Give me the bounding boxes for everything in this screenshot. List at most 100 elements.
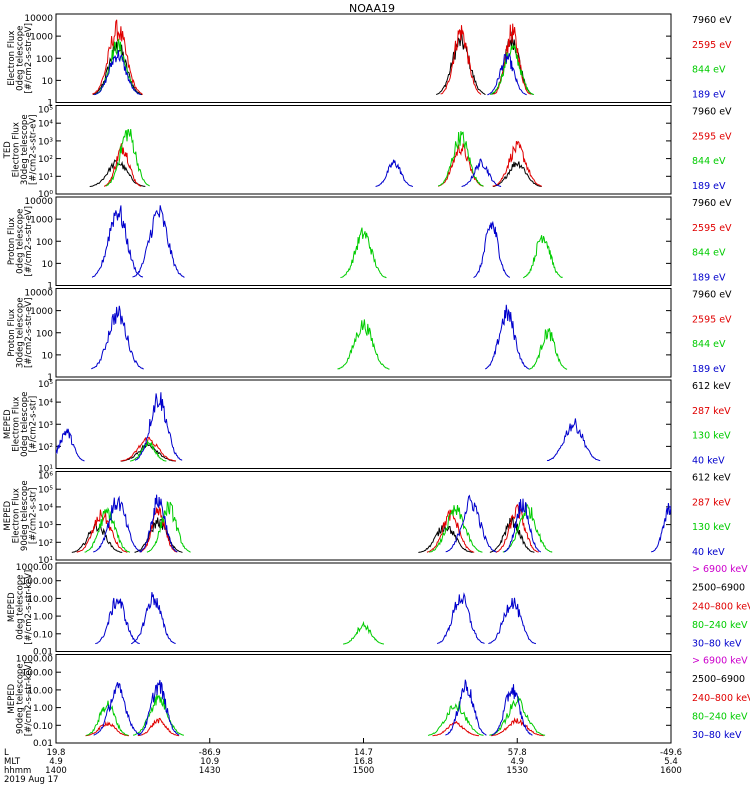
data-trace — [134, 392, 183, 461]
legend-entry: 2595 eV — [692, 40, 732, 51]
y-axis-label: 90deg telescope — [20, 480, 30, 551]
x-date-label: 2019 Aug 17 — [4, 775, 58, 785]
y-axis-label: MEPED — [7, 683, 17, 713]
y-axis-label: [#/cm2-s-str-eV] — [24, 298, 34, 368]
legend-entry: 844 eV — [692, 65, 726, 76]
data-trace — [95, 597, 140, 645]
legend-entry: 189 eV — [692, 90, 726, 101]
chart-title: NOAA19 — [349, 2, 395, 15]
series-130-kev — [130, 439, 167, 462]
data-trace — [426, 509, 475, 553]
y-tick-label: 10⁴ — [38, 399, 53, 409]
x-row-label: L — [4, 748, 9, 758]
series-287-kev — [76, 503, 539, 553]
data-trace — [93, 50, 141, 96]
data-trace — [56, 428, 85, 462]
series-40-kev — [56, 392, 601, 462]
legend-entry: 40 keV — [692, 456, 725, 467]
y-tick-label: 0.10 — [33, 722, 53, 732]
series-240-800-kev — [85, 717, 544, 737]
y-tick-label: 10.00 — [27, 595, 53, 605]
y-tick-label: 10³ — [38, 421, 53, 431]
data-trace — [489, 696, 546, 736]
x-tick-label: 1400 — [45, 766, 67, 776]
series-130-kev — [84, 501, 553, 553]
legend-entry: 189 eV — [692, 364, 726, 375]
y-tick-label: 1000 — [30, 33, 53, 43]
y-axis-label: [#/cm2-s-str] — [29, 396, 39, 453]
data-trace — [489, 43, 535, 96]
y-tick-label: 100 — [36, 55, 53, 65]
data-trace — [427, 701, 484, 736]
panel-8: 1000.00 100.00 10.00 1.00 0.10 0.01 MEPED90deg… — [7, 654, 750, 749]
y-axis-label: Electron Flux — [7, 31, 17, 86]
data-trace — [137, 679, 180, 736]
legend-entry: 287 keV — [692, 497, 731, 508]
series-844-ev — [94, 38, 535, 96]
y-axis-label: 0deg telescope — [20, 392, 30, 457]
y-tick-label: 100 — [36, 238, 53, 248]
legend-entry: 287 keV — [692, 406, 731, 417]
data-trace — [461, 158, 502, 187]
data-trace — [440, 25, 482, 95]
data-trace — [85, 720, 130, 737]
data-trace — [445, 494, 497, 553]
y-tick-label: 10 — [42, 351, 54, 361]
data-trace — [546, 418, 601, 462]
y-tick-label: 10¹ — [38, 173, 53, 183]
data-trace — [503, 498, 542, 553]
data-trace — [337, 319, 390, 370]
y-tick-label: 100.00 — [22, 669, 54, 679]
data-trace — [105, 128, 150, 187]
legend-entry: 612 keV — [692, 473, 731, 484]
legend-entry: > 6900 keV — [692, 564, 748, 575]
data-layer — [71, 494, 671, 553]
y-axis-label: Electron Flux — [12, 397, 22, 452]
data-layer — [89, 128, 543, 187]
series-30-80-kev — [93, 679, 533, 736]
y-axis-label: 30deg telescope — [20, 114, 30, 185]
y-tick-label: 10⁵ — [38, 486, 53, 496]
legend-entry: 80–240 keV — [692, 620, 748, 631]
x-row-label: hhmm — [4, 766, 31, 776]
data-trace — [488, 597, 537, 645]
data-trace — [489, 516, 535, 553]
legend-entry: > 6900 keV — [692, 656, 748, 667]
legend-entry: 189 eV — [692, 273, 726, 284]
y-tick-label: 1000 — [30, 307, 53, 317]
x-tick-label: 1500 — [353, 766, 375, 776]
y-axis-label: 90deg telescope — [16, 663, 26, 734]
y-axis-label: Electron Flux — [12, 122, 22, 177]
y-tick-label: 1 — [47, 282, 53, 292]
data-trace — [91, 19, 144, 95]
y-axis-label: TED — [3, 141, 13, 160]
y-axis-label: 0deg telescope — [16, 575, 26, 640]
series-2595-ev — [104, 140, 543, 187]
x-tick-label: 4.9 — [49, 757, 63, 767]
data-trace — [93, 682, 142, 736]
y-tick-label: 10³ — [38, 137, 53, 147]
legend-entry: 7960 eV — [692, 15, 732, 26]
y-axis-label: Proton Flux — [7, 309, 17, 357]
y-tick-label: 1 — [47, 373, 53, 383]
data-layer — [91, 205, 563, 279]
data-trace — [134, 517, 183, 553]
data-trace — [137, 717, 179, 737]
data-trace — [146, 501, 191, 553]
data-trace — [93, 495, 142, 553]
y-tick-label: 100 — [36, 329, 53, 339]
y-tick-label: 10⁴ — [38, 503, 53, 513]
y-axis-label: [#/cm2-s-str] — [29, 487, 39, 544]
legend-entry: 2500–6900 — [692, 674, 745, 685]
data-trace — [91, 205, 144, 278]
y-tick-label: 10⁶ — [38, 472, 53, 482]
y-tick-label: 10² — [38, 539, 53, 549]
x-tick-label: 1530 — [506, 766, 528, 776]
y-tick-label: 10 — [42, 260, 54, 270]
data-trace — [104, 143, 142, 187]
data-trace — [432, 720, 480, 737]
data-trace — [132, 205, 185, 278]
